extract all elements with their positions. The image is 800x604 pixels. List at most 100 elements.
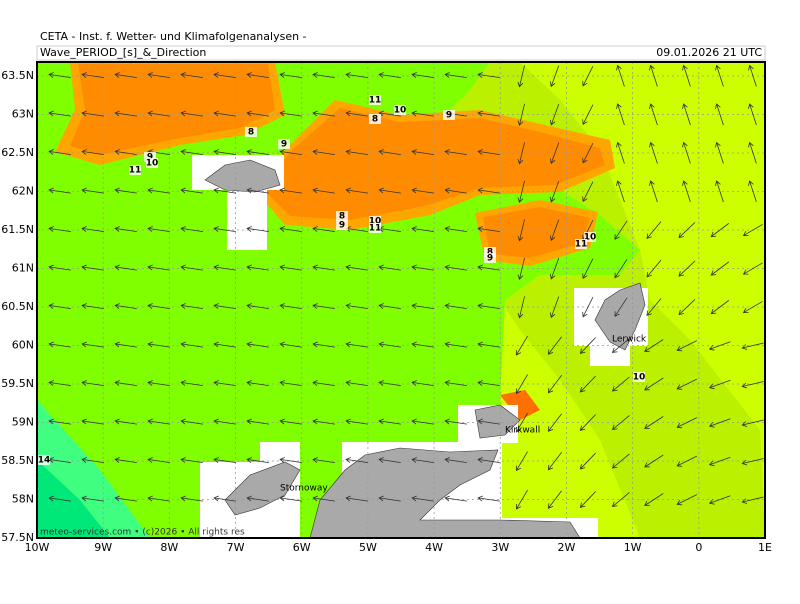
contour-label: 14 <box>38 456 51 466</box>
arrow <box>246 418 269 425</box>
arrow <box>411 264 434 271</box>
arrow <box>741 458 764 466</box>
contour-label-bg <box>575 239 587 249</box>
contour-label: 9 <box>339 221 345 231</box>
arrow <box>477 187 500 194</box>
arrow <box>715 103 724 126</box>
arrow <box>345 495 368 502</box>
arrow <box>147 72 170 79</box>
arrow <box>646 259 662 278</box>
arrow <box>279 264 302 271</box>
arrow <box>741 419 764 427</box>
lat-label: 59N <box>12 416 34 429</box>
arrow <box>378 495 401 502</box>
arrow <box>180 380 203 387</box>
title: Wave_PERIOD_[s]_&_Direction <box>40 46 206 59</box>
arrow <box>611 415 630 431</box>
arrow <box>81 457 104 464</box>
arrow <box>644 339 664 352</box>
arrow <box>748 64 757 87</box>
arrow <box>81 495 104 502</box>
arrow <box>515 374 528 395</box>
arrow <box>646 221 662 240</box>
arrow <box>114 303 137 310</box>
arrow <box>444 264 467 271</box>
arrow <box>147 303 170 310</box>
mask <box>260 442 300 464</box>
arrow <box>582 296 594 318</box>
arrow <box>378 264 401 271</box>
arrow <box>549 296 560 319</box>
arrow <box>180 226 203 233</box>
arrow <box>411 149 434 156</box>
faroes <box>204 159 281 193</box>
contour-label-bg <box>369 114 381 124</box>
arrow <box>213 457 236 464</box>
arrow <box>411 303 434 310</box>
arrow <box>213 110 236 117</box>
arrow <box>682 180 691 203</box>
arrow <box>682 141 691 164</box>
contour-label-bg <box>443 110 455 120</box>
arrow <box>81 380 104 387</box>
contour-label-bg <box>278 139 290 149</box>
arrow <box>48 149 71 156</box>
arrow <box>748 103 757 126</box>
arrow <box>147 187 170 194</box>
arrow <box>644 493 664 506</box>
arrow <box>477 418 500 425</box>
lat-label: 62.5N <box>1 146 34 159</box>
arrow <box>114 418 137 425</box>
lon-label: 6W <box>293 541 311 554</box>
arrow <box>81 72 104 79</box>
arrow <box>444 380 467 387</box>
arrow <box>81 149 104 156</box>
arrow <box>279 418 302 425</box>
arrow <box>345 303 368 310</box>
lon-label: 0 <box>695 541 702 554</box>
arrow <box>48 187 71 194</box>
frame <box>36 61 766 539</box>
arrow <box>582 181 594 203</box>
arrow <box>678 260 696 277</box>
arrow <box>180 341 203 348</box>
arrow <box>515 412 528 433</box>
arrow <box>213 495 236 502</box>
contour-label: 10 <box>633 373 646 383</box>
arrow <box>378 341 401 348</box>
arrow <box>517 103 525 126</box>
arrow <box>741 342 764 350</box>
lon-label: 9W <box>94 541 112 554</box>
orange-2 <box>262 108 605 220</box>
arrow <box>517 296 525 319</box>
arrow <box>444 149 467 156</box>
arrow <box>614 297 628 317</box>
contour-label-bg <box>369 223 381 233</box>
arrow <box>378 418 401 425</box>
arrow <box>547 490 562 509</box>
arrow <box>411 495 434 502</box>
arrow <box>411 226 434 233</box>
arrow <box>715 64 724 87</box>
arrow <box>477 457 500 464</box>
arrow <box>312 418 335 425</box>
arrow <box>649 64 658 87</box>
contour-label-bg <box>369 216 381 226</box>
arrow <box>515 451 528 472</box>
arrow <box>279 187 302 194</box>
title-bar <box>36 45 766 61</box>
arrow <box>715 180 724 203</box>
arrow <box>312 149 335 156</box>
arrow <box>616 103 625 126</box>
lon-label: 5W <box>359 541 377 554</box>
place-label: Lerwick <box>612 335 647 345</box>
arrow <box>444 418 467 425</box>
lat-label: 58N <box>12 493 34 506</box>
arrow <box>378 380 401 387</box>
arrow <box>81 226 104 233</box>
lat-label: 61.5N <box>1 223 34 236</box>
contour-label: 10 <box>584 233 597 243</box>
arrow <box>246 380 269 387</box>
land <box>192 155 648 539</box>
arrow <box>710 223 730 238</box>
